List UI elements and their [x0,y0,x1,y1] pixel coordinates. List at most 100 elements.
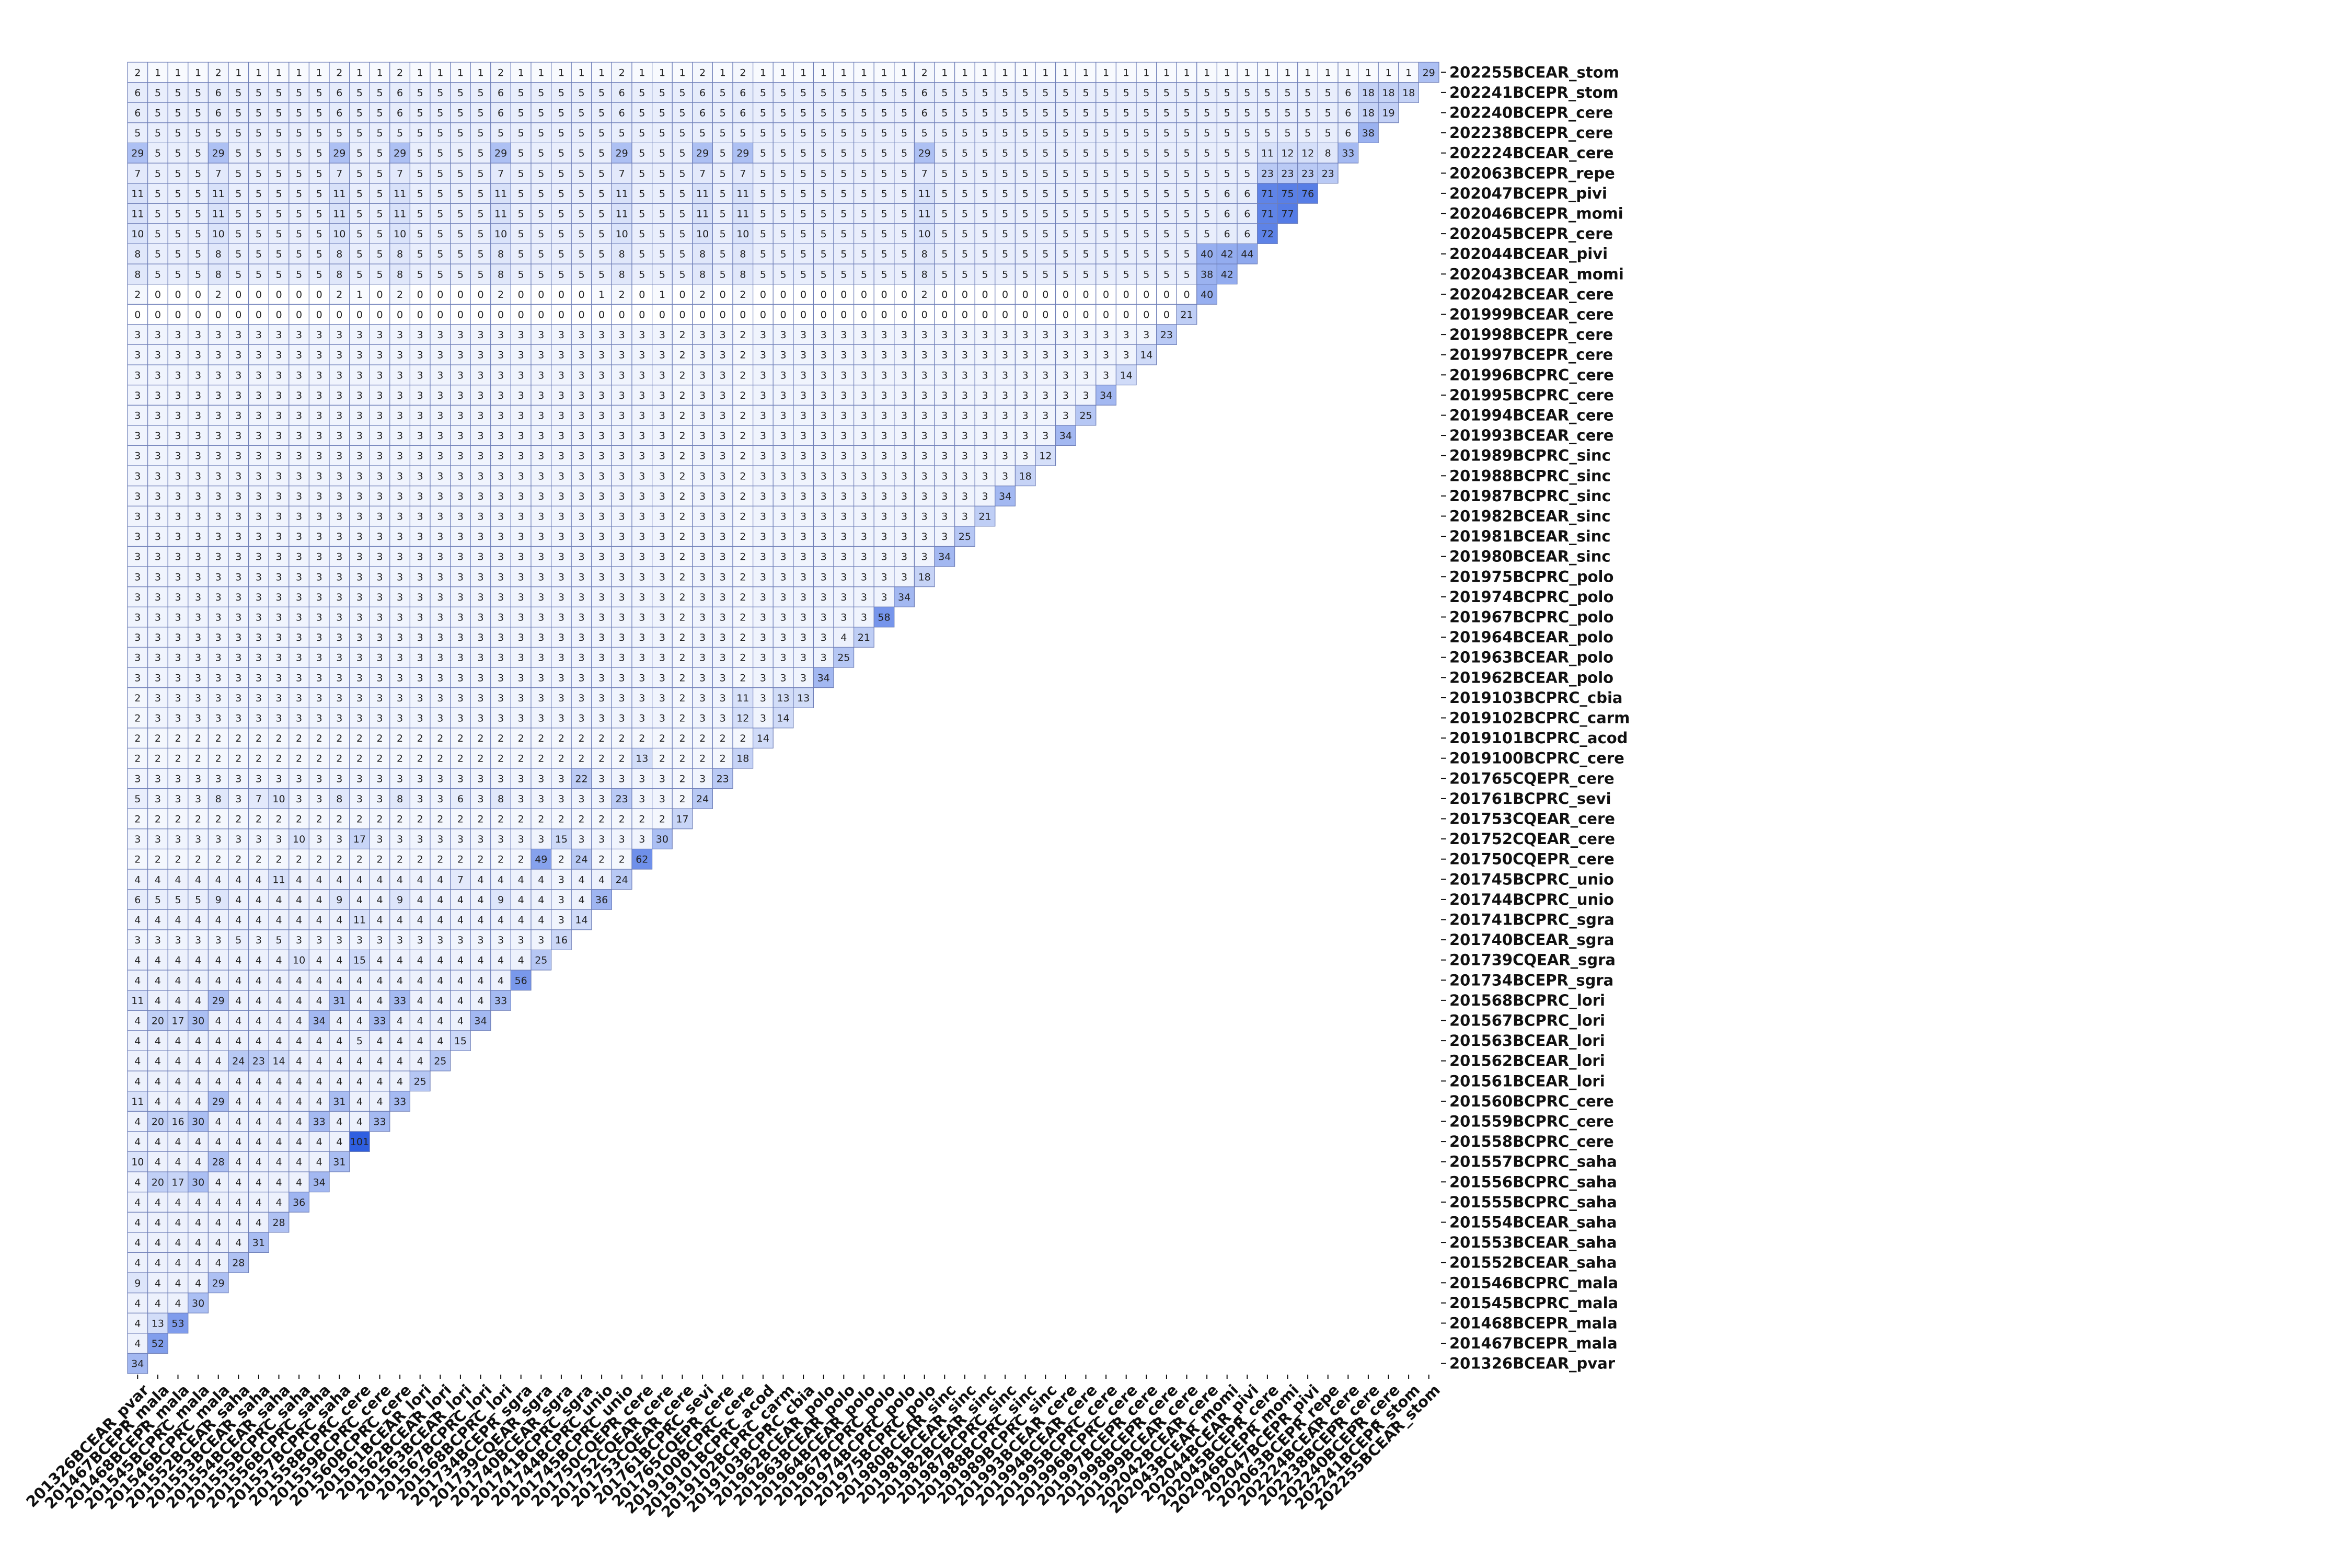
heatmap-cell [167,929,189,951]
cell-value-label: 3 [941,491,948,502]
cell-value-label: 4 [336,1076,342,1087]
cell-value-label: 3 [457,652,464,664]
cell-value-label: 3 [175,693,181,704]
cell-value-label: 3 [901,531,907,543]
cell-value-label: 0 [376,309,383,321]
cell-value-label: 3 [800,329,806,341]
cell-value-label: 4 [235,1035,241,1047]
cell-value-label: 3 [155,652,161,664]
cell-value-label: 4 [316,915,322,926]
cell-value-label: 0 [679,309,685,321]
cell-value-label: 2 [498,733,504,744]
cell-value-label: 5 [275,87,282,99]
heatmap-cell [289,929,309,951]
cell-value-label: 5 [1143,249,1149,260]
cell-value-label: 4 [275,894,282,906]
row-label: 201963BCEAR_polo [1449,649,1613,666]
cell-value-label: 3 [800,390,806,401]
cell-value-label: 3 [800,652,806,664]
cell-value-label: 3 [760,551,766,563]
cell-value-label: 3 [336,491,342,502]
cell-value-label: 5 [195,148,201,159]
cell-value-label: 29 [736,148,749,159]
cell-value-label: 3 [498,773,504,785]
cell-value-label: 77 [1281,209,1294,220]
cell-value-label: 3 [780,511,786,523]
cell-value-label: 2 [699,289,706,301]
cell-value-label: 5 [175,168,181,179]
cell-value-label: 3 [336,531,342,543]
cell-value-label: 4 [477,975,483,986]
cell-value-label: 3 [417,350,423,361]
cell-value-label: 3 [720,612,726,624]
cell-value-label: 5 [235,228,241,240]
heatmap-cell [591,707,613,729]
cell-value-label: 5 [1022,209,1029,220]
cell-value-label: 3 [840,410,847,422]
cell-value-label: 5 [760,87,766,99]
cell-value-label: 15 [555,834,568,845]
cell-value-label: 4 [235,975,241,986]
cell-value-label: 4 [235,1217,241,1229]
cell-value-label: 2 [740,410,746,422]
cell-value-label: 1 [720,67,726,78]
heatmap-cell [409,1070,431,1092]
cell-value-label: 4 [316,1035,322,1047]
cell-value-label: 4 [376,894,383,906]
cell-value-label: 3 [780,652,786,664]
cell-value-label: 8 [134,249,141,260]
cell-value-label: 3 [175,451,181,462]
cell-value-label: 5 [1204,128,1210,139]
row-label: 201556BCPRC_saha [1449,1173,1617,1191]
cell-value-label: 9 [498,894,504,906]
cell-value-label: 17 [676,814,688,825]
cell-value-label: 5 [941,108,948,119]
heatmap-cell [188,1171,209,1193]
cell-value-label: 12 [1281,148,1294,159]
cell-value-label: 5 [256,188,262,200]
heatmap-cell [752,728,774,749]
heatmap-cell [188,1151,209,1172]
cell-value-label: 5 [1082,188,1089,200]
row-label: 201557BCPRC_saha [1449,1153,1617,1171]
cell-value-label: 3 [598,571,605,583]
cell-value-label: 2 [397,854,403,866]
cell-value-label: 4 [134,874,141,885]
cell-value-label: 4 [134,1318,141,1330]
heatmap-cell [268,687,290,708]
cell-value-label: 1 [881,67,887,78]
cell-value-label: 3 [376,470,383,482]
heatmap-cell [268,1111,290,1132]
cell-value-label: 3 [457,430,464,442]
cell-value-label: 3 [840,390,847,401]
heatmap-cell [289,1171,309,1193]
cell-value-label: 0 [175,289,181,301]
cell-value-label: 3 [316,551,322,563]
cell-value-label: 3 [275,632,282,643]
cell-value-label: 4 [397,975,403,986]
cell-value-label: 2 [679,511,685,523]
cell-value-label: 5 [518,249,524,260]
cell-value-label: 5 [457,249,464,260]
cell-value-label: 1 [639,67,645,78]
cell-value-label: 3 [457,632,464,643]
cell-value-label: 3 [498,672,504,684]
cell-value-label: 2 [740,612,746,624]
cell-value-label: 5 [457,188,464,200]
row-label: 201996BCPRC_cere [1449,366,1614,384]
cell-value-label: 3 [941,511,948,523]
cell-value-label: 4 [134,1177,141,1188]
cell-value-label: 5 [780,188,786,200]
cell-value-label: 5 [1063,269,1069,280]
cell-value-label: 5 [155,209,161,220]
cell-value-label: 5 [1143,228,1149,240]
cell-value-label: 3 [134,834,141,845]
heatmap-cell [268,1010,290,1031]
cell-value-label: 17 [171,1177,184,1188]
cell-value-label: 3 [195,652,201,664]
cell-value-label: 5 [800,128,806,139]
cell-value-label: 4 [376,955,383,966]
cell-value-label: 5 [558,108,564,119]
cell-value-label: 3 [720,672,726,684]
cell-value-label: 3 [639,511,645,523]
